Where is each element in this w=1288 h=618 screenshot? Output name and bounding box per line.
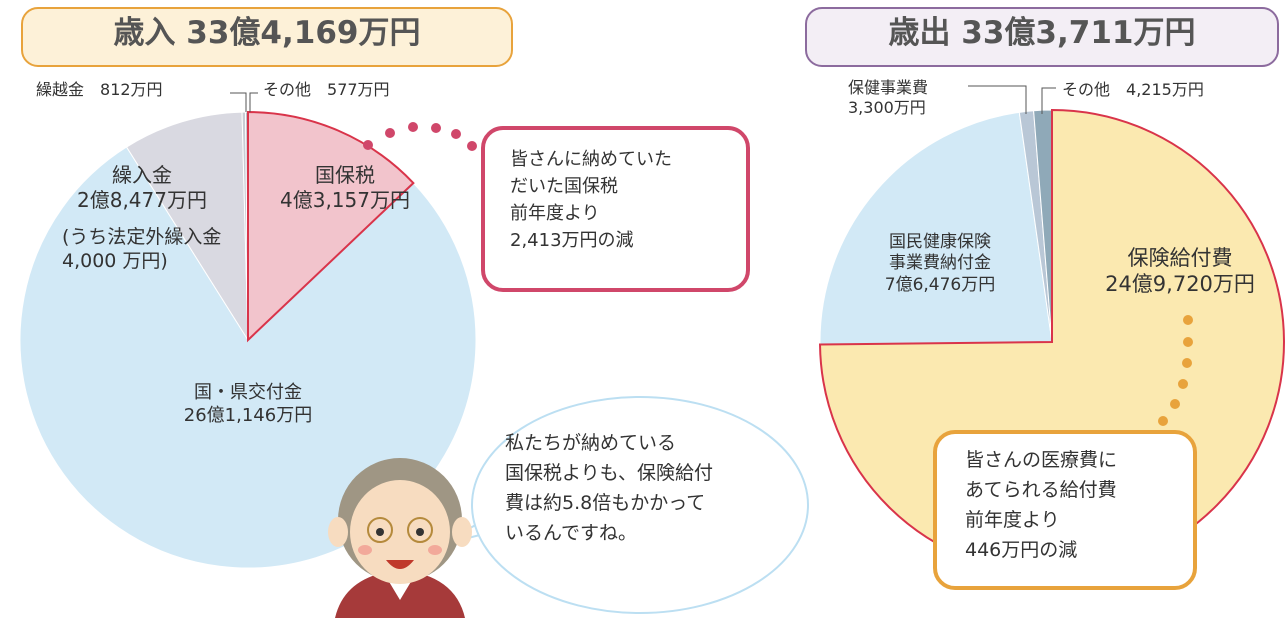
leader-line <box>968 85 1027 114</box>
speech-text: 私たちが納めている 国保税よりも、保険給付 費は約5.8倍もかかって いるんです… <box>505 432 714 544</box>
value-label: 26億1,146万円 <box>183 404 313 426</box>
slice-label: その他 577万円 <box>263 80 390 100</box>
callout-text: 皆さんの医療費に あてられる給付費 前年度より 446万円の減 <box>965 449 1118 561</box>
slice-label: 保険給付費 24億9,720万円 <box>1070 245 1288 298</box>
slice-label: 保健事業費 3,300万円 <box>848 78 978 118</box>
value-label: 7億6,476万円 <box>884 274 996 295</box>
value-label: 4億3,157万円 <box>280 188 410 212</box>
pie-slice <box>247 110 415 343</box>
callout-box <box>481 126 750 292</box>
category-label: 国保税 <box>315 163 375 187</box>
chart-title: 歳入 33億4,169万円 <box>113 15 421 51</box>
chart-title: 歳出 33億3,711万円 <box>888 15 1196 51</box>
dots <box>1158 315 1193 426</box>
category-label: 保健事業費 <box>848 78 929 97</box>
pie-slice <box>819 111 1053 345</box>
value-label: 2億8,477万円 <box>77 188 207 212</box>
category-label: 国民健康保険 事業費納付金 <box>889 232 991 274</box>
category-label: 国・県交付金 <box>194 382 302 403</box>
annotation: (うち法定外繰入金 4,000 万円) <box>62 226 222 272</box>
category-label: その他 <box>1062 80 1111 99</box>
title-box <box>805 7 1279 67</box>
pie-slice <box>125 111 249 342</box>
slice-label: 繰越金 812万円 <box>36 80 163 100</box>
value-label: 24億9,720万円 <box>1105 272 1255 297</box>
slice-label: 国・県交付金 26億1,146万円 <box>148 382 348 427</box>
slice-label: その他 4,215万円 <box>1062 80 1204 100</box>
character <box>328 458 472 618</box>
value-label: 3,300万円 <box>848 98 926 117</box>
slice-label: 繰入金 2億8,477万円 <box>42 163 242 213</box>
dots <box>363 122 477 151</box>
callout-text: 皆さんに納めていた だいた国保税 前年度より 2,413万円の減 <box>510 149 672 251</box>
category-label: 繰入金 <box>112 163 172 187</box>
callout-box <box>933 430 1197 590</box>
leader-line <box>1041 87 1056 114</box>
category-label: 繰越金 <box>36 80 85 99</box>
leader-line <box>249 92 258 112</box>
pie-slice <box>19 146 477 569</box>
title-box <box>21 7 513 67</box>
category-label: 保険給付費 <box>1127 246 1233 270</box>
category-label: その他 <box>263 80 312 99</box>
value-label: 4,215万円 <box>1126 80 1204 99</box>
value-label: 812万円 <box>100 80 163 99</box>
slice-label: 国民健康保険 事業費納付金 7億6,476万円 <box>835 232 1045 296</box>
slice-label: 国保税 4億3,157万円 <box>255 163 435 213</box>
value-label: 577万円 <box>327 80 390 99</box>
leader-line <box>230 92 247 112</box>
